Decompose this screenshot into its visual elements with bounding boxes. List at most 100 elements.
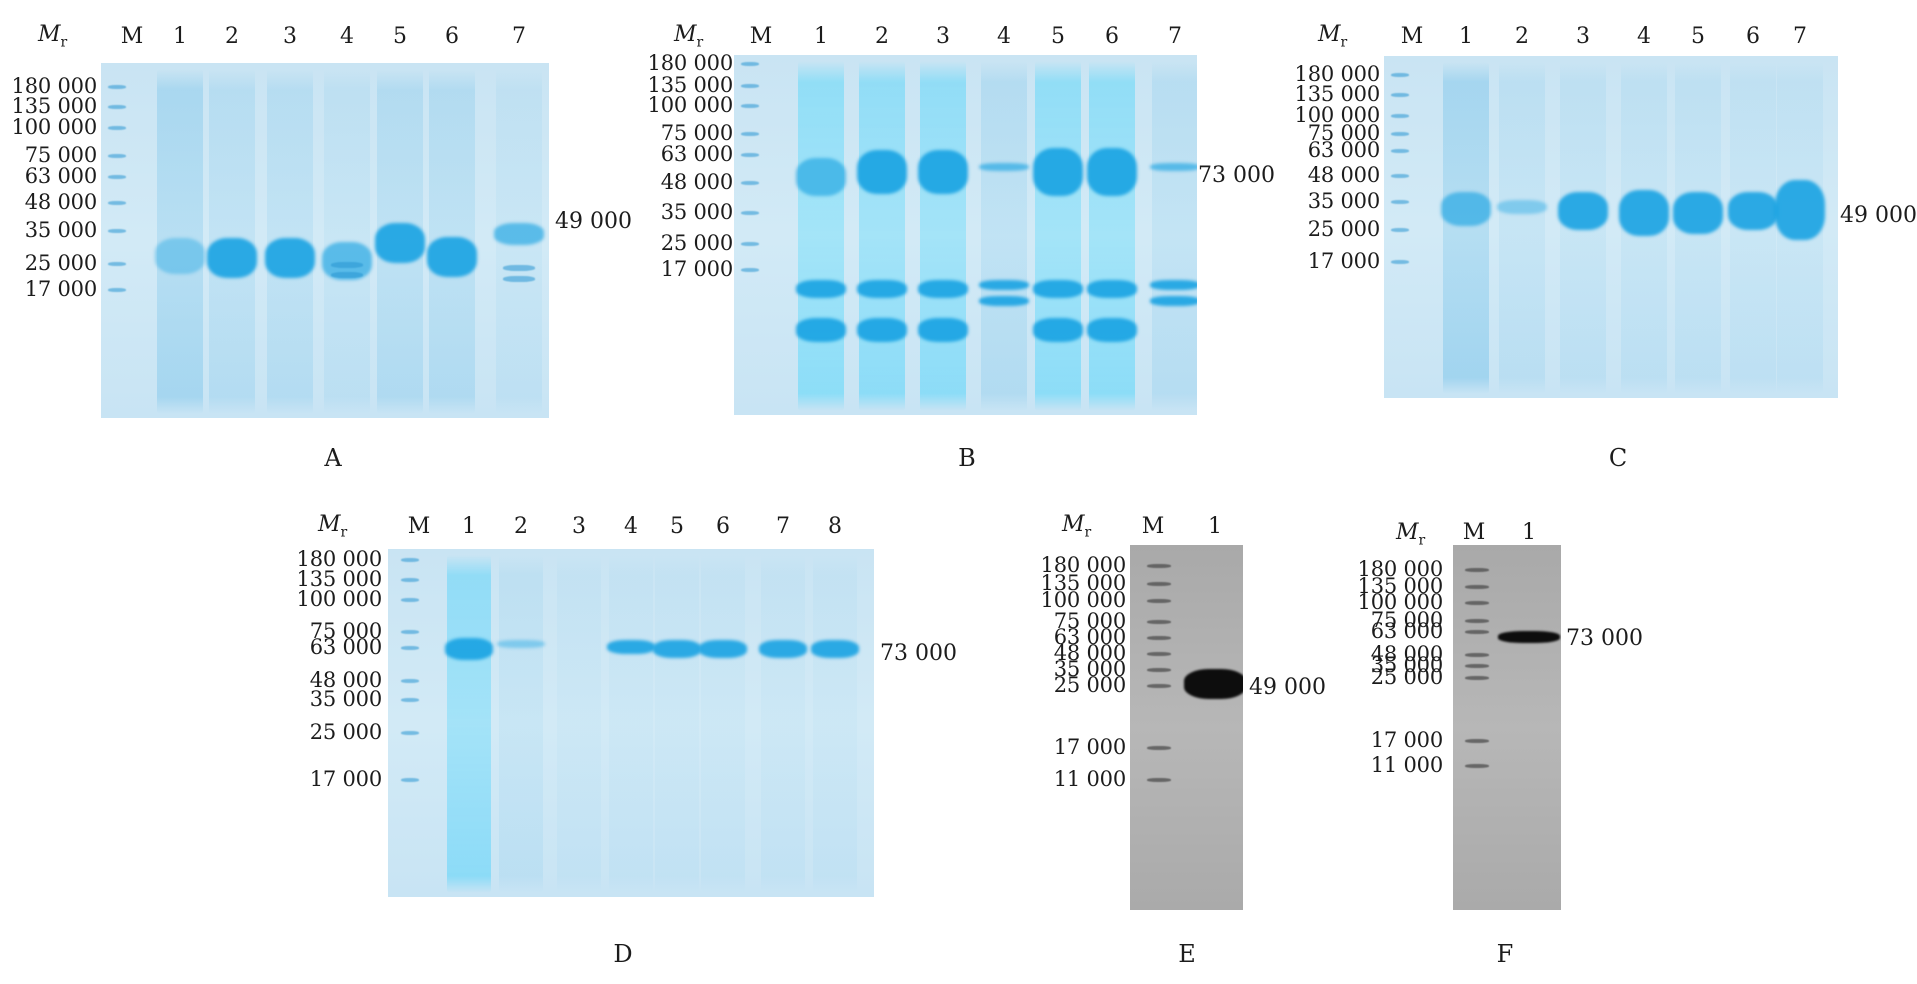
mw-label: 100 000 [1040, 588, 1127, 612]
lane-label: 1 [462, 514, 476, 539]
lane-label: 1 [814, 24, 828, 49]
band-size-label: 49 000 [1840, 203, 1917, 228]
protein-band [1441, 192, 1491, 226]
lane-smear [813, 555, 857, 893]
mw-label: 75 000 [660, 121, 733, 145]
mw-label: 180 000 [296, 547, 383, 571]
protein-band [1775, 180, 1825, 240]
mw-label: 180 000 [1040, 553, 1127, 577]
protein-band [331, 272, 363, 278]
mr-symbol: M [1062, 512, 1085, 537]
mw-label: 17 000 [24, 277, 97, 301]
mw-label: 25 000 [1053, 673, 1126, 697]
mw-label: 48 000 [660, 170, 733, 194]
marker-band [1147, 564, 1171, 568]
lane-label-marker: M [1462, 520, 1486, 545]
marker-band [108, 229, 126, 233]
marker-band [401, 646, 419, 650]
mw-label: 63 000 [24, 164, 97, 188]
protein-band [1728, 192, 1778, 230]
mw-label: 35 000 [660, 200, 733, 224]
protein-band [265, 238, 315, 278]
mw-label: 135 000 [1357, 574, 1444, 598]
lane-label: 6 [1105, 24, 1119, 49]
lane-label: 2 [514, 514, 528, 539]
marker-band [1147, 599, 1171, 603]
mw-label: 48 000 [24, 190, 97, 214]
lane-label: 1 [1208, 514, 1222, 539]
marker-band [1147, 746, 1171, 750]
mw-label: 48 000 [1307, 163, 1380, 187]
gel-image-d [388, 549, 874, 897]
lane-smear [1152, 61, 1197, 411]
mr-axis-label: Mr [1318, 22, 1348, 51]
mw-label: 11 000 [1053, 767, 1126, 791]
mw-label: 17 000 [1053, 735, 1126, 759]
mw-label: 11 000 [1370, 753, 1443, 777]
mw-label: 25 000 [660, 231, 733, 255]
protein-band [979, 296, 1029, 306]
mw-label: 100 000 [647, 93, 734, 117]
marker-band [401, 778, 419, 782]
mw-label: 63 000 [1053, 625, 1126, 649]
lane-smear [1499, 62, 1545, 394]
mw-label: 135 000 [296, 567, 383, 591]
mr-symbol: M [318, 512, 341, 537]
mw-label: 48 000 [1370, 642, 1443, 666]
mw-label: 48 000 [309, 668, 382, 692]
lane-label-marker: M [1400, 24, 1424, 49]
lane-label-marker: M [1141, 514, 1165, 539]
marker-band [1465, 585, 1489, 589]
marker-band [741, 84, 759, 88]
mw-label: 25 000 [309, 720, 382, 744]
marker-band [1465, 653, 1489, 657]
lane-smear [1035, 61, 1081, 411]
protein-band [811, 640, 859, 658]
marker-band [1147, 668, 1171, 672]
protein-band [653, 640, 701, 658]
protein-band [427, 237, 477, 277]
protein-band [1033, 318, 1083, 342]
lane-smear [609, 555, 653, 893]
mw-label: 35 000 [24, 218, 97, 242]
marker-band [1465, 676, 1489, 680]
lane-smear [557, 555, 601, 893]
marker-band [741, 62, 759, 66]
mw-label: 25 000 [24, 251, 97, 275]
mr-symbol: M [38, 22, 61, 47]
mr-axis-label: Mr [1062, 512, 1091, 540]
protein-band [918, 150, 968, 194]
mw-label: 35 000 [1053, 657, 1126, 681]
lane-smear [447, 555, 491, 893]
gel-image-b [734, 55, 1197, 415]
marker-band [1465, 764, 1489, 768]
mw-label: 100 000 [11, 115, 98, 139]
mr-subscript: r [1340, 34, 1348, 51]
protein-band [503, 265, 535, 271]
band-size-label: 49 000 [555, 209, 632, 234]
mw-label: 63 000 [1370, 619, 1443, 643]
mr-subscript: r [340, 524, 348, 541]
mw-label: 17 000 [309, 767, 382, 791]
lane-label: 5 [670, 514, 684, 539]
protein-band [796, 158, 846, 196]
lane-smear [701, 555, 745, 893]
mw-label: 180 000 [1357, 557, 1444, 581]
marker-band [108, 201, 126, 205]
lane-smear [920, 61, 966, 411]
lane-label: 3 [1576, 24, 1590, 49]
protein-band [445, 638, 493, 660]
mr-symbol: M [1318, 22, 1341, 47]
protein-band [759, 640, 807, 658]
marker-band [1391, 93, 1409, 97]
protein-band [1150, 296, 1197, 306]
marker-band [741, 211, 759, 215]
lane-label: 2 [1515, 24, 1529, 49]
lane-label: 1 [1459, 24, 1473, 49]
mw-label: 180 000 [647, 51, 734, 75]
lane-smear [324, 69, 370, 414]
lane-smear [157, 69, 203, 414]
gel-image-a [101, 63, 549, 418]
lane-label: 3 [936, 24, 950, 49]
mw-label: 135 000 [1294, 82, 1381, 106]
